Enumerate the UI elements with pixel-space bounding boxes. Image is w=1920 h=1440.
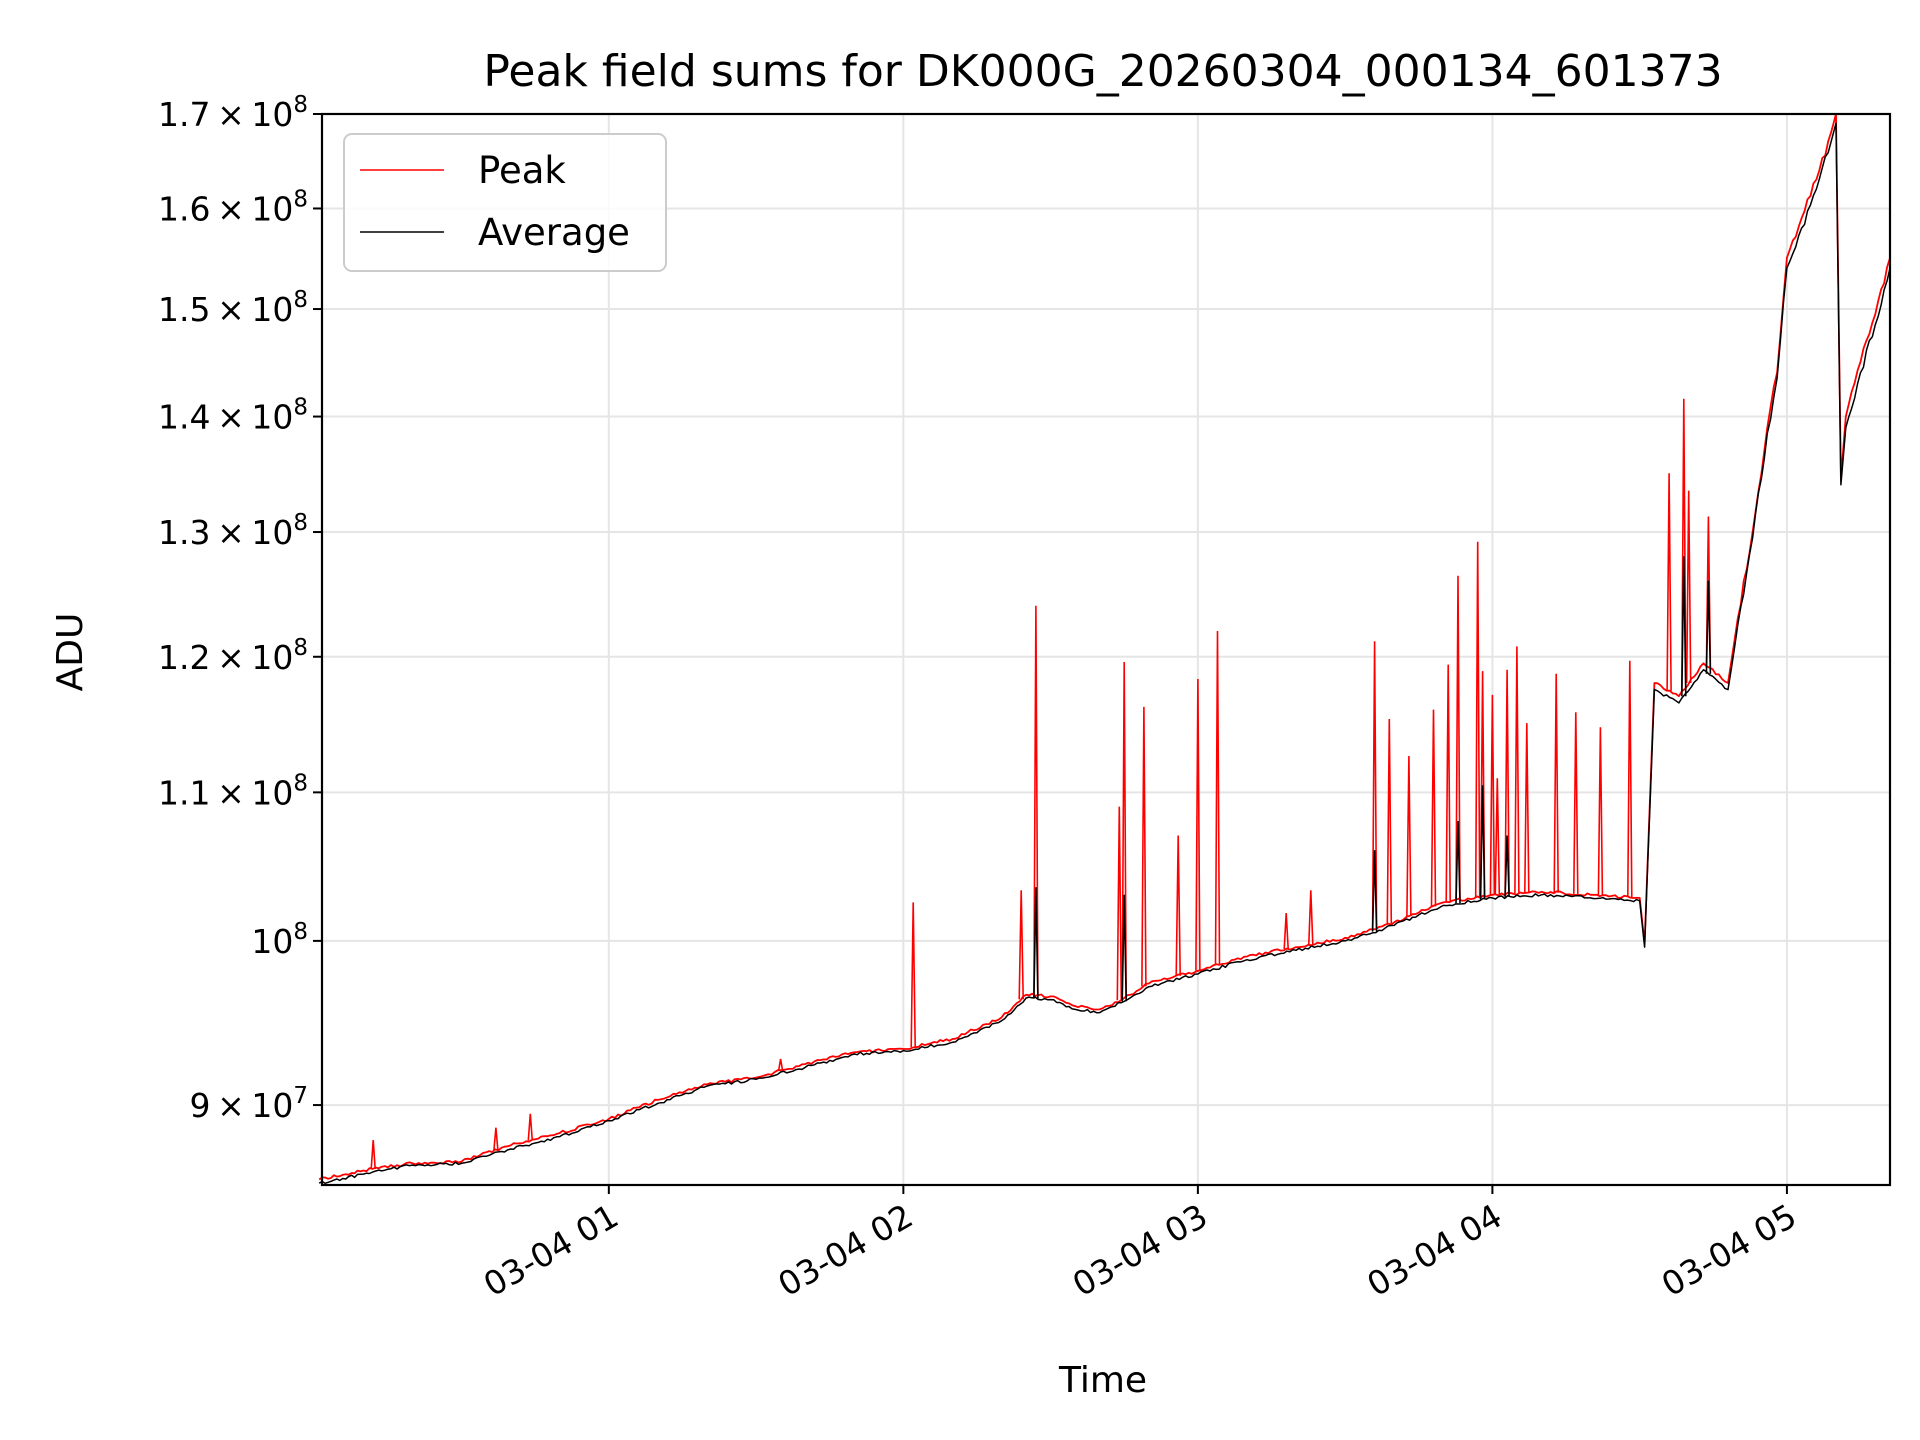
series-spike-peak <box>370 1140 376 1170</box>
series-spike-peak <box>1406 755 1412 917</box>
y-tick-label: 108 <box>251 919 308 961</box>
series-spike-peak <box>1685 490 1692 684</box>
legend-label-peak: Peak <box>478 149 566 192</box>
series-spike-peak <box>1033 605 1039 996</box>
series-spike-average <box>1504 835 1510 897</box>
series-spike-peak <box>1141 706 1147 987</box>
y-tick-label: 1.7 × 108 <box>158 92 308 134</box>
series-spike-peak <box>1474 541 1481 898</box>
series-spike-average <box>1033 887 1039 999</box>
series-spike-peak <box>1524 723 1530 893</box>
series-spike-peak <box>1666 473 1672 691</box>
series-spike-peak <box>1195 678 1201 971</box>
series-spike-peak <box>1018 890 1024 1000</box>
series-spike-average <box>1705 580 1712 674</box>
series-spike-peak <box>910 902 916 1048</box>
series-spike-peak <box>1121 661 1127 999</box>
series-spike-peak <box>1627 660 1633 898</box>
legend-label-average: Average <box>478 211 630 254</box>
series-spike-peak <box>1573 712 1579 894</box>
series-spike-peak <box>1308 890 1314 945</box>
series-spike-peak <box>1175 835 1181 976</box>
plot-frame <box>320 112 1892 1187</box>
y-tick-label: 1.5 × 108 <box>158 287 308 329</box>
series-line-peak <box>318 113 1891 1181</box>
series-spike-peak <box>1445 664 1451 902</box>
series-spike-peak <box>1430 709 1437 907</box>
series-spike-peak <box>1553 673 1559 893</box>
series-spike-peak <box>1489 694 1496 895</box>
series-line-average <box>318 122 1891 1185</box>
series-spike-average <box>1681 556 1687 697</box>
y-axis-title: ADU <box>50 613 91 692</box>
series-spike-peak <box>1371 641 1378 929</box>
series-spike-peak <box>1455 575 1461 901</box>
y-tick-label: 1.4 × 108 <box>158 395 308 437</box>
series-spike-peak <box>1283 913 1289 950</box>
series-spike-peak <box>1597 727 1604 896</box>
series-spike-peak <box>1514 646 1520 894</box>
y-tick-label: 1.1 × 108 <box>158 770 308 812</box>
legend: Peak Average <box>343 133 667 272</box>
series-layer <box>318 113 1891 1185</box>
series-spike-peak <box>1214 630 1221 966</box>
series-spike-peak <box>1116 806 1123 1001</box>
legend-box <box>343 133 667 272</box>
series-spike-average <box>1121 894 1127 1002</box>
series-spike-average <box>1479 785 1486 900</box>
y-axis-ticks: 9 × 107 108 1.1 × 108 1.2 × 108 1.3 × 108 1.4… <box>158 92 322 1125</box>
y-tick-label: 1.2 × 108 <box>158 635 308 677</box>
series-spike-peak <box>1386 718 1393 924</box>
series-spike-peak <box>493 1127 499 1151</box>
series-spike-peak <box>527 1113 534 1141</box>
y-tick-label: 1.6 × 108 <box>158 186 308 228</box>
x-axis-title: Time <box>1058 1360 1147 1401</box>
series-spike-average <box>1455 820 1461 904</box>
series-spike-peak <box>1494 778 1501 895</box>
chart-title: Peak field sums for DK000G_20260304_0001… <box>483 46 1722 97</box>
series-spike-peak <box>1681 398 1687 690</box>
series-spike-peak <box>1504 669 1510 894</box>
series-spike-average <box>1371 850 1378 932</box>
series-spike-peak <box>777 1058 784 1071</box>
y-tick-label: 1.3 × 108 <box>158 510 308 552</box>
y-tick-label: 9 × 107 <box>190 1083 308 1125</box>
